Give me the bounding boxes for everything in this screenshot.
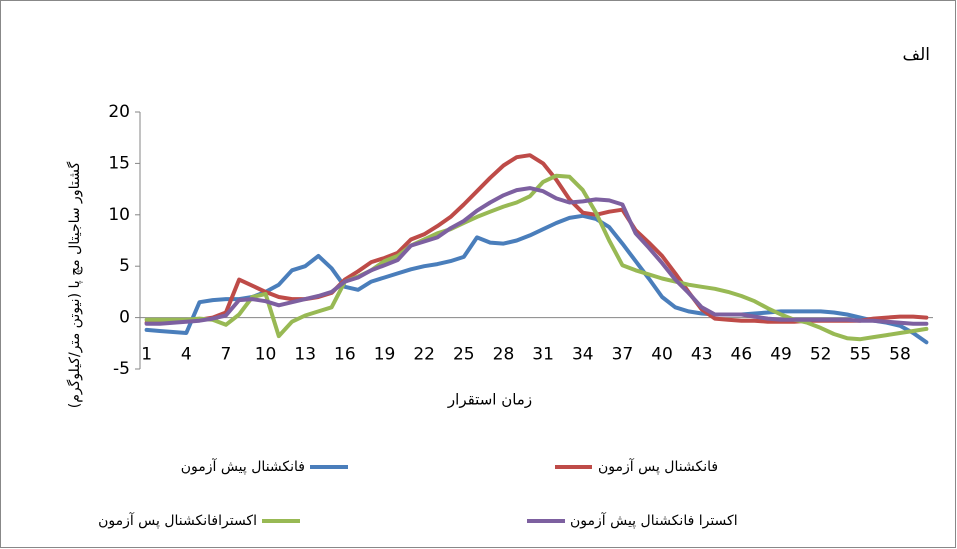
y-tick-label: -5 [113,359,130,379]
legend-label: اکسترافانکشنال پس آزمون [98,512,257,529]
x-tick-label: 22 [413,345,435,365]
x-tick-label: 1 [141,345,152,365]
y-tick-label: 10 [108,205,130,225]
x-tick-label: 52 [810,345,832,365]
x-tick-label: 4 [181,345,192,365]
x-tick-label: 31 [532,345,554,365]
y-tick-label: 0 [119,308,130,328]
x-tick-label: 49 [770,345,792,365]
x-tick-label: 46 [731,345,753,365]
x-tick-label: 19 [374,345,396,365]
x-tick-label: 40 [651,345,673,365]
y-tick-label: 15 [108,153,130,173]
y-axis-label: گشتاور ساجیتال مچ پا (نیوتن متر/کیلوگرم) [66,161,83,408]
x-tick-label: 25 [453,345,475,365]
x-tick-label: 28 [493,345,515,365]
chart-title: الف [902,45,930,65]
y-tick-label: 20 [108,102,130,122]
x-tick-label: 16 [334,345,356,365]
x-tick-label: 58 [889,345,911,365]
x-tick-label: 7 [220,345,231,365]
x-tick-label: 13 [294,345,316,365]
legend-label: فانکشنال پیش آزمون [181,458,305,475]
series-line [144,213,929,345]
legend-label: فانکشنال پس آزمون [598,458,718,475]
x-tick-label: 43 [691,345,713,365]
y-tick-label: 5 [119,256,130,276]
legend-label: اکسترا فانکشنال پیش آزمون [570,512,738,529]
x-axis-label: زمان استقرار [447,391,532,409]
x-tick-label: 55 [849,345,871,365]
x-tick-label: 10 [255,345,277,365]
x-tick-label: 37 [612,345,634,365]
series-line [144,186,929,326]
x-tick-label: 34 [572,345,594,365]
